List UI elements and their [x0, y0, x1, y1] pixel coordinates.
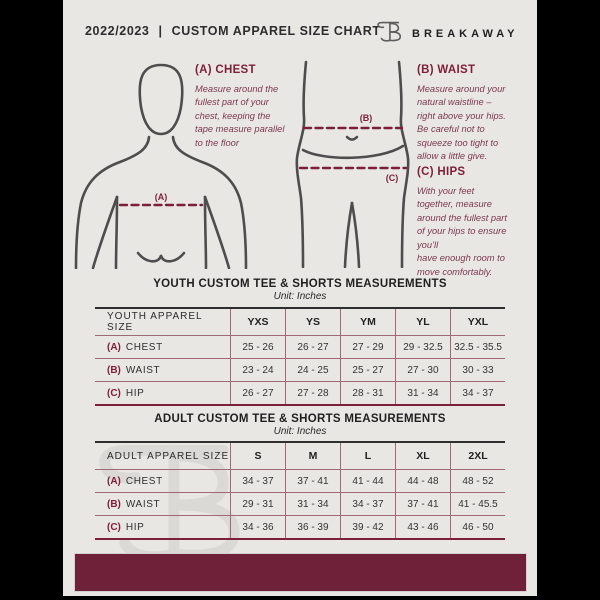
youth-hip-ys: 27 - 28: [285, 381, 340, 404]
adult-hip-2xl: 46 - 50: [450, 515, 505, 538]
youth-hip-label: (C) HIP: [95, 381, 230, 404]
youth-hip-yxs: 26 - 27: [230, 381, 285, 404]
waist-heading: (B) WAIST: [417, 64, 476, 76]
adult-chest-2xl: 48 - 52: [450, 469, 505, 492]
youth-chest-label: (A) CHEST: [95, 335, 230, 358]
chest-heading: (A) CHEST: [195, 64, 256, 76]
row-label: CHEST: [125, 341, 163, 353]
youth-size-ys: YS: [285, 309, 340, 335]
adult-waist-xl: 37 - 41: [395, 492, 450, 515]
adult-col-header: ADULT APPAREL SIZE: [107, 450, 230, 462]
youth-hip-ym: 28 - 31: [340, 381, 395, 404]
title-text: CUSTOM APPAREL SIZE CHART: [171, 24, 381, 38]
waist-body: Measure around your natural waistline – …: [417, 84, 506, 162]
hips-body: With your feet together, measure around …: [417, 186, 507, 277]
adult-chest-m: 37 - 41: [285, 469, 340, 492]
youth-waist-label: (B) WAIST: [95, 358, 230, 381]
adult-hip-l: 39 - 42: [340, 515, 395, 538]
youth-waist-ym: 25 - 27: [340, 358, 395, 381]
adult-table-title: ADULT CUSTOM TEE & SHORTS MEASUREMENTS: [154, 413, 446, 425]
youth-size-ym: YM: [340, 309, 395, 335]
youth-size-yxs: YXS: [230, 309, 285, 335]
row-key: (A): [107, 475, 121, 487]
adult-chest-l: 41 - 44: [340, 469, 395, 492]
hips-instructions: (C) HIPS With your feet together, measur…: [417, 166, 535, 279]
youth-size-yxl: YXL: [450, 309, 505, 335]
chest-instructions: (A) CHEST Measure around the fullest par…: [195, 64, 310, 150]
youth-size-table: YOUTH APPAREL SIZE YXS YS YM YL YXL (A) …: [95, 307, 505, 406]
adult-size-m: M: [285, 443, 340, 469]
youth-col-header: YOUTH APPAREL SIZE: [107, 311, 203, 333]
row-label: HIP: [125, 521, 145, 533]
page-title: 2022/2023 | CUSTOM APPAREL SIZE CHART: [85, 24, 381, 38]
hips-heading: (C) HIPS: [417, 166, 466, 178]
row-label: WAIST: [125, 498, 161, 510]
row-key: (A): [107, 341, 121, 353]
youth-hip-yl: 31 - 34: [395, 381, 450, 404]
chest-diagram: (A): [74, 63, 248, 269]
youth-table-unit: Unit: Inches: [273, 291, 327, 302]
youth-chest-yl: 29 - 32.5: [395, 335, 450, 358]
adult-table-unit: Unit: Inches: [273, 426, 327, 437]
youth-chest-ym: 27 - 29: [340, 335, 395, 358]
chest-body: Measure around the fullest part of your …: [195, 84, 285, 148]
adult-chest-s: 34 - 37: [230, 469, 285, 492]
adult-waist-label: (B) WAIST: [95, 492, 230, 515]
youth-waist-ys: 24 - 25: [285, 358, 340, 381]
adult-size-table: ADULT APPAREL SIZE S M L XL 2XL (A) CHES…: [95, 441, 505, 540]
adult-size-xl: XL: [395, 443, 450, 469]
adult-size-s: S: [230, 443, 285, 469]
adult-hip-xl: 43 - 46: [395, 515, 450, 538]
youth-chest-ys: 26 - 27: [285, 335, 340, 358]
row-key: (B): [107, 498, 121, 510]
brand-name: BREAKAWAY: [412, 28, 519, 40]
adult-size-2xl: 2XL: [450, 443, 505, 469]
youth-chest-yxl: 32.5 - 35.5: [450, 335, 505, 358]
adult-hip-s: 34 - 36: [230, 515, 285, 538]
size-chart-page: 2022/2023 | CUSTOM APPAREL SIZE CHART BR…: [63, 0, 537, 600]
row-key: (C): [107, 521, 121, 533]
youth-hip-yxl: 34 - 37: [450, 381, 505, 404]
youth-waist-yxl: 30 - 33: [450, 358, 505, 381]
chest-line-label: (A): [155, 192, 168, 202]
adult-size-l: L: [340, 443, 395, 469]
waist-instructions: (B) WAIST Measure around your natural wa…: [417, 64, 535, 164]
adult-chest-label: (A) CHEST: [95, 469, 230, 492]
waist-line-label: (B): [360, 113, 373, 123]
row-label: WAIST: [125, 364, 161, 376]
adult-waist-m: 31 - 34: [285, 492, 340, 515]
hips-line-label: (C): [386, 173, 399, 183]
title-year: 2022/2023: [85, 24, 150, 38]
adult-waist-l: 34 - 37: [340, 492, 395, 515]
adult-hip-m: 36 - 39: [285, 515, 340, 538]
bottom-edge: [63, 596, 537, 600]
youth-waist-yl: 27 - 30: [395, 358, 450, 381]
adult-waist-s: 29 - 31: [230, 492, 285, 515]
youth-waist-yxs: 23 - 24: [230, 358, 285, 381]
adult-chest-xl: 44 - 48: [395, 469, 450, 492]
row-label: HIP: [125, 387, 145, 399]
adult-waist-2xl: 41 - 45.5: [450, 492, 505, 515]
title-divider: |: [158, 24, 163, 38]
breakaway-logo-icon: [377, 21, 402, 42]
youth-size-yl: YL: [395, 309, 450, 335]
waist-hip-diagram: (B) (C): [295, 60, 410, 268]
row-key: (B): [107, 364, 121, 376]
row-key: (C): [107, 387, 121, 399]
youth-table-title: YOUTH CUSTOM TEE & SHORTS MEASUREMENTS: [153, 278, 447, 290]
adult-hip-label: (C) HIP: [95, 515, 230, 538]
row-label: CHEST: [125, 475, 163, 487]
youth-chest-yxs: 25 - 26: [230, 335, 285, 358]
footer-accent-bar: [74, 553, 527, 592]
